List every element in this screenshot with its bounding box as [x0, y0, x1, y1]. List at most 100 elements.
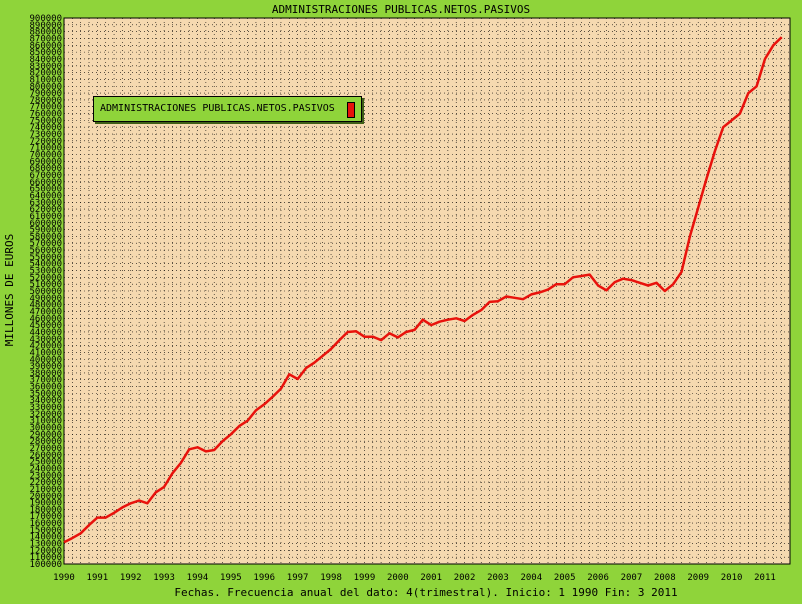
y-tick-label: 900000	[29, 14, 62, 24]
y-tick-label: 640000	[29, 191, 62, 201]
x-tick-label: 2005	[554, 573, 576, 583]
x-axis-label: Fechas. Frecuencia anual del dato: 4(tri…	[174, 586, 677, 599]
y-tick-label: 210000	[29, 485, 62, 495]
y-tick-label: 340000	[29, 396, 62, 406]
series-line	[63, 36, 783, 544]
x-tick-label: 1997	[287, 573, 309, 583]
x-tick-label: 2006	[587, 573, 609, 583]
x-tick-label: 1996	[253, 573, 275, 583]
y-tick-label: 690000	[29, 157, 62, 167]
y-tick-label: 470000	[29, 307, 62, 317]
y-tick-label: 600000	[29, 219, 62, 229]
x-tick-label: 2001	[420, 573, 442, 583]
y-tick-label: 220000	[29, 478, 62, 488]
x-tick-label: 1991	[87, 573, 109, 583]
y-tick-label: 100000	[29, 560, 62, 570]
y-tick-label: 230000	[29, 471, 62, 481]
x-tick-label: 2010	[721, 573, 743, 583]
x-tick-label: 1998	[320, 573, 342, 583]
y-tick-label: 160000	[29, 519, 62, 529]
y-tick-label: 370000	[29, 376, 62, 386]
y-tick-label: 890000	[29, 21, 62, 31]
x-tick-label: 1994	[187, 573, 209, 583]
x-tick-label: 2003	[487, 573, 509, 583]
y-tick-label: 850000	[29, 48, 62, 58]
y-tick-label: 300000	[29, 424, 62, 434]
x-tick-label: 2000	[387, 573, 409, 583]
y-tick-label: 130000	[29, 540, 62, 550]
y-tick-label: 870000	[29, 34, 62, 44]
y-tick-label: 420000	[29, 342, 62, 352]
x-tick-label: 1990	[53, 573, 75, 583]
y-tick-label: 430000	[29, 335, 62, 345]
x-tick-label: 1992	[120, 573, 142, 583]
y-tick-label: 110000	[29, 553, 62, 563]
y-tick-label: 200000	[29, 492, 62, 502]
legend-swatch	[347, 102, 355, 118]
y-tick-label: 270000	[29, 444, 62, 454]
y-tick-label: 740000	[29, 123, 62, 133]
x-tick-label: 2004	[520, 573, 542, 583]
y-tick-label: 500000	[29, 287, 62, 297]
y-tick-label: 400000	[29, 355, 62, 365]
y-tick-label: 260000	[29, 451, 62, 461]
y-tick-label: 880000	[29, 28, 62, 38]
chart-title: ADMINISTRACIONES PUBLICAS.NETOS.PASIVOS	[272, 3, 530, 16]
y-axis-label: MILLONES DE EUROS	[3, 234, 16, 347]
y-tick-label: 630000	[29, 198, 62, 208]
y-tick-label: 250000	[29, 458, 62, 468]
y-tick-label: 620000	[29, 205, 62, 215]
y-tick-label: 670000	[29, 171, 62, 181]
y-tick-label: 780000	[29, 96, 62, 106]
y-tick-label: 860000	[29, 41, 62, 51]
x-tick-label: 2009	[687, 573, 709, 583]
y-tick-label: 820000	[29, 69, 62, 79]
y-tick-label: 380000	[29, 369, 62, 379]
x-axis: 1990 1991 1992 1993 1994 1995 1996 1997 1998 1999…	[53, 573, 776, 583]
y-tick-label: 330000	[29, 403, 62, 413]
y-tick-label: 700000	[29, 151, 62, 161]
y-tick-label: 310000	[29, 417, 62, 427]
y-tick-label: 170000	[29, 512, 62, 522]
y-tick-label: 520000	[29, 273, 62, 283]
y-tick-label: 830000	[29, 62, 62, 72]
y-tick-label: 650000	[29, 185, 62, 195]
grid	[63, 17, 791, 565]
y-tick-label: 440000	[29, 328, 62, 338]
y-tick-label: 710000	[29, 144, 62, 154]
y-tick-label: 510000	[29, 280, 62, 290]
y-tick-label: 360000	[29, 383, 62, 393]
y-tick-label: 280000	[29, 437, 62, 447]
y-tick-label: 570000	[29, 239, 62, 249]
y-tick-label: 730000	[29, 130, 62, 140]
x-tick-label: 2011	[754, 573, 776, 583]
y-tick-label: 320000	[29, 410, 62, 420]
y-tick-label: 460000	[29, 314, 62, 324]
y-tick-label: 490000	[29, 294, 62, 304]
y-tick-label: 290000	[29, 430, 62, 440]
y-tick-label: 760000	[29, 110, 62, 120]
y-tick-label: 410000	[29, 348, 62, 358]
x-tick-label: 2007	[621, 573, 643, 583]
y-tick-label: 240000	[29, 464, 62, 474]
x-tick-label: 2002	[454, 573, 476, 583]
y-axis: 1000001100001200001300001400001500001600…	[29, 14, 62, 570]
y-tick-label: 610000	[29, 212, 62, 222]
x-tick-label: 1995	[220, 573, 242, 583]
legend: ADMINISTRACIONES PUBLICAS.NETOS.PASIVOS	[93, 96, 362, 122]
y-tick-label: 680000	[29, 164, 62, 174]
y-tick-label: 350000	[29, 389, 62, 399]
y-tick-label: 580000	[29, 232, 62, 242]
y-tick-label: 390000	[29, 362, 62, 372]
y-tick-label: 790000	[29, 89, 62, 99]
y-tick-label: 800000	[29, 82, 62, 92]
y-tick-label: 450000	[29, 321, 62, 331]
y-tick-label: 180000	[29, 505, 62, 515]
y-tick-label: 840000	[29, 55, 62, 65]
x-tick-label: 1999	[354, 573, 376, 583]
y-tick-label: 750000	[29, 116, 62, 126]
y-tick-label: 190000	[29, 499, 62, 509]
y-tick-label: 720000	[29, 137, 62, 147]
y-tick-label: 560000	[29, 246, 62, 256]
y-tick-label: 550000	[29, 253, 62, 263]
